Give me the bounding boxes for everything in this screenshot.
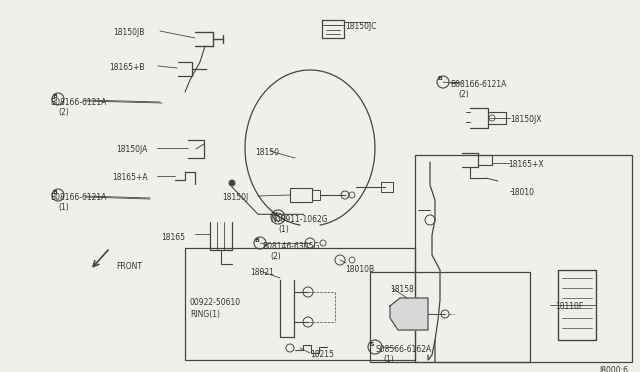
- Text: 18158: 18158: [390, 285, 414, 294]
- Text: B: B: [255, 237, 259, 243]
- Text: 18165+A: 18165+A: [113, 173, 148, 182]
- Text: 18150JC: 18150JC: [345, 22, 376, 31]
- Text: 18150JX: 18150JX: [510, 115, 541, 124]
- Text: B08166-6121A: B08166-6121A: [50, 193, 106, 202]
- Text: S: S: [370, 341, 374, 346]
- Bar: [185, 248, 415, 360]
- Text: (1): (1): [58, 203, 68, 212]
- Text: B08166-6121A: B08166-6121A: [450, 80, 506, 89]
- Text: FRONT: FRONT: [116, 262, 142, 271]
- Bar: [312, 190, 320, 200]
- Bar: [415, 155, 632, 362]
- Text: (2): (2): [458, 90, 468, 99]
- Text: S08566-6162A: S08566-6162A: [375, 345, 431, 354]
- Text: N08911-1062G: N08911-1062G: [270, 215, 328, 224]
- Bar: [558, 270, 596, 340]
- Text: B: B: [52, 189, 58, 195]
- Text: 18165+X: 18165+X: [508, 160, 543, 169]
- Text: 18215: 18215: [310, 350, 334, 359]
- Text: 18150J: 18150J: [221, 193, 248, 202]
- Text: 18110F: 18110F: [555, 302, 583, 311]
- Text: 18021: 18021: [250, 268, 274, 277]
- Text: (1): (1): [383, 355, 394, 364]
- Circle shape: [229, 180, 235, 186]
- Text: RING(1): RING(1): [190, 310, 220, 319]
- Text: 18165: 18165: [161, 233, 185, 242]
- Polygon shape: [390, 298, 428, 330]
- Bar: [370, 272, 530, 362]
- Text: 18150: 18150: [255, 148, 279, 157]
- Text: N: N: [273, 212, 277, 217]
- Bar: [381, 182, 393, 192]
- Text: 18150JA: 18150JA: [116, 145, 148, 154]
- Text: J8000:6: J8000:6: [599, 366, 628, 372]
- Text: 18010B: 18010B: [345, 265, 374, 274]
- Text: 18010: 18010: [510, 188, 534, 197]
- Text: B08166-6121A: B08166-6121A: [50, 98, 106, 107]
- Text: B: B: [438, 77, 442, 81]
- Bar: [290, 188, 312, 202]
- Text: B08146-6305G: B08146-6305G: [262, 242, 319, 251]
- Text: B: B: [52, 93, 58, 99]
- Text: (2): (2): [58, 108, 68, 117]
- Text: 00922-50610: 00922-50610: [190, 298, 241, 307]
- Text: 18165+B: 18165+B: [109, 63, 145, 72]
- Text: (2): (2): [270, 252, 281, 261]
- Text: 18150JB: 18150JB: [114, 28, 145, 37]
- Text: (1): (1): [278, 225, 289, 234]
